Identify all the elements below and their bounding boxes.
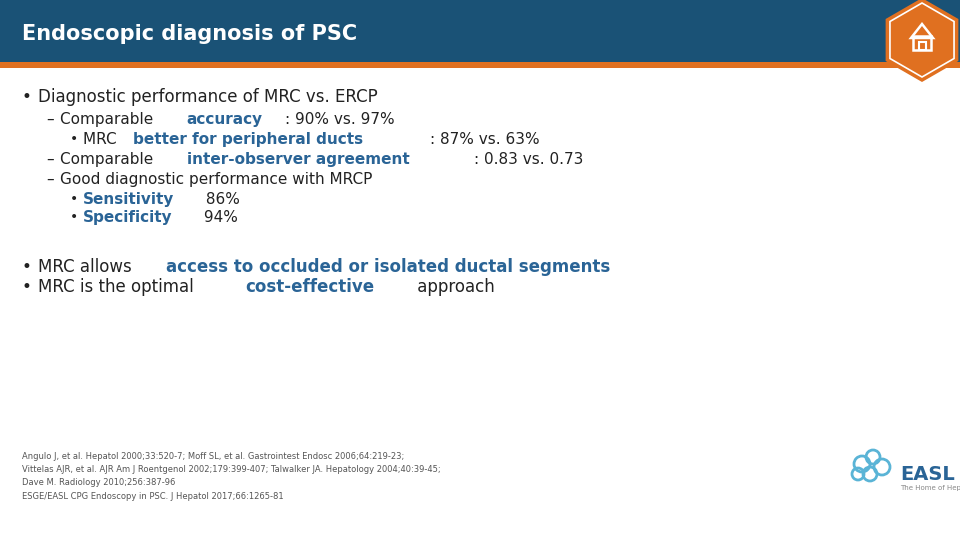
- Text: Comparable: Comparable: [60, 112, 158, 127]
- Text: Endoscopic diagnosis of PSC: Endoscopic diagnosis of PSC: [22, 24, 357, 44]
- Text: Angulo J, et al. Hepatol 2000;33:520-7; Moff SL, et al. Gastrointest Endosc 2006: Angulo J, et al. Hepatol 2000;33:520-7; …: [22, 452, 441, 501]
- Text: The Home of Hepatology: The Home of Hepatology: [900, 485, 960, 491]
- Text: : 90% vs. 97%: : 90% vs. 97%: [285, 112, 395, 127]
- Text: •: •: [22, 258, 32, 276]
- Text: MRC: MRC: [83, 132, 122, 147]
- Text: Specificity: Specificity: [83, 210, 173, 225]
- Text: 86%: 86%: [201, 192, 240, 207]
- Text: better for peripheral ducts: better for peripheral ducts: [132, 132, 363, 147]
- Text: –: –: [46, 152, 54, 167]
- Text: •: •: [70, 210, 79, 224]
- Text: •: •: [22, 278, 32, 296]
- Text: –: –: [46, 172, 54, 187]
- Text: Comparable: Comparable: [60, 152, 158, 167]
- Text: •: •: [70, 192, 79, 206]
- Text: cost-effective: cost-effective: [246, 278, 374, 296]
- FancyBboxPatch shape: [0, 62, 960, 68]
- Text: Diagnostic performance of MRC vs. ERCP: Diagnostic performance of MRC vs. ERCP: [38, 88, 377, 106]
- Text: : 0.83 vs. 0.73: : 0.83 vs. 0.73: [474, 152, 584, 167]
- Text: MRC allows: MRC allows: [38, 258, 137, 276]
- FancyBboxPatch shape: [0, 0, 960, 62]
- Text: Good diagnostic performance with MRCP: Good diagnostic performance with MRCP: [60, 172, 372, 187]
- Text: accuracy: accuracy: [186, 112, 263, 127]
- Polygon shape: [886, 0, 958, 82]
- Text: Sensitivity: Sensitivity: [83, 192, 175, 207]
- Text: approach: approach: [413, 278, 495, 296]
- Text: access to occluded or isolated ductal segments: access to occluded or isolated ductal se…: [166, 258, 610, 276]
- Polygon shape: [890, 3, 954, 77]
- Text: EASL: EASL: [900, 465, 955, 484]
- Text: : 87% vs. 63%: : 87% vs. 63%: [430, 132, 540, 147]
- Text: MRC is the optimal: MRC is the optimal: [38, 278, 199, 296]
- Text: –: –: [46, 112, 54, 127]
- Text: 94%: 94%: [199, 210, 237, 225]
- Text: inter-observer agreement: inter-observer agreement: [186, 152, 409, 167]
- Text: •: •: [70, 132, 79, 146]
- Text: •: •: [22, 88, 32, 106]
